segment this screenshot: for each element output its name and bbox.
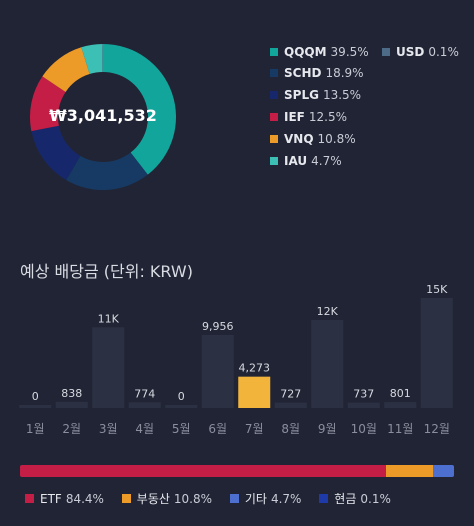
allocation-stacked-bar [20,465,454,477]
month-label: 2월 [62,422,81,436]
legend-pct: 12.5% [308,110,347,124]
legend-swatch [319,494,329,503]
bar-value-label: 4,273 [239,362,271,375]
legend-name: VNQ [284,132,314,146]
legend-name: 현금 [334,492,357,506]
monthly-dividend-chart: 0 1월 838 2월 11K 3월 774 4월 0 5월 9,956 6월 4,273 7월 727 8월… [19,283,453,436]
bar-value-label: 0 [32,390,39,403]
holdings-donut-chart [29,44,176,190]
month-label: 4월 [135,422,154,436]
bar-value-label: 11K [98,312,120,325]
dividend-section-title: 예상 배당금 (단위: KRW) [20,262,193,281]
legend-swatch [121,494,131,503]
legend-name: ETF [40,492,62,506]
legend-name: SPLG [284,88,319,102]
bar-value-label: 0 [178,390,185,403]
month-label: 3월 [99,422,118,436]
legend-name: 기타 [244,492,267,506]
legend-pct: 13.5% [322,88,362,102]
allocation-legend-real-estate: 부동산 10.8% [121,490,213,507]
legend-item-qqqm: QQQM 39.5% [270,44,369,60]
legend-swatch [229,494,239,503]
month-label: 7월 [245,422,264,436]
legend-name: USD [396,45,425,59]
legend-swatch [382,47,390,56]
legend-item-ief: IEF 12.5% [270,109,347,125]
legend-pct: 0.1% [428,45,459,59]
bar-value-label: 774 [134,387,155,400]
bar-2월[interactable] [55,401,88,408]
legend-name: IEF [284,110,305,124]
legend-pct: 39.5% [330,45,369,59]
legend-name: QQQM [284,45,327,59]
bar-value-label: 15K [426,283,448,296]
legend-item-iau: IAU 4.7% [270,153,342,169]
month-label: 6월 [208,422,227,436]
bar-value-label: 727 [280,388,301,401]
month-label: 9월 [318,422,337,436]
bar-9월[interactable] [311,320,344,408]
donut-slice-vnq [42,47,90,92]
legend-swatch [270,112,278,121]
donut-slice-qqqm [103,44,176,175]
legend-swatch [270,134,278,143]
month-label: 8월 [281,422,300,436]
legend-item-vnq: VNQ 10.8% [270,131,356,147]
bar-value-label: 801 [390,387,411,400]
bar-value-label: 9,956 [202,320,234,333]
legend-pct: 10.8% [173,492,213,506]
bar-8월[interactable] [274,402,307,408]
legend-pct: 10.8% [317,132,356,146]
legend-pct: 4.7% [311,154,342,168]
bar-5월[interactable] [165,405,198,408]
bar-11월[interactable] [384,402,417,408]
legend-swatch [270,90,278,99]
month-label: 12월 [424,422,450,436]
legend-swatch [270,47,278,56]
allocation-segment-real-estate [386,465,434,477]
legend-item-splg: SPLG 13.5% [270,87,361,103]
bar-value-label: 838 [61,387,82,400]
legend-name: SCHD [284,66,322,80]
donut-slice-ief [29,76,66,132]
bar-10월[interactable] [347,402,380,408]
bar-1월[interactable] [19,405,52,408]
legend-pct: 84.4% [65,492,104,506]
month-label: 1월 [26,422,45,436]
month-label: 11월 [387,422,413,436]
donut-slice-iau [81,44,103,75]
allocation-segment-etf [20,465,387,477]
allocation-legend-cash: 현금 0.1% [319,490,391,507]
portfolio-total: ₩3,041,532 [49,106,157,125]
month-label: 10월 [351,422,377,436]
bar-6월[interactable] [201,334,234,408]
donut-slice-schd [66,152,148,190]
legend-name: 부동산 [136,492,170,506]
month-label: 5월 [172,422,191,436]
allocation-segment-other [433,465,454,477]
bar-3월[interactable] [92,327,125,408]
donut-slice-splg [31,125,81,181]
bar-value-label: 12K [317,305,339,318]
legend-item-schd: SCHD 18.9% [270,65,364,81]
legend-item-usd: USD 0.1% [382,44,459,60]
legend-name: IAU [284,154,308,168]
legend-pct: 0.1% [360,492,391,506]
allocation-legend-etf: ETF 84.4% [25,492,104,506]
bar-12월[interactable] [420,298,453,408]
bar-value-label: 737 [353,388,374,401]
legend-pct: 4.7% [270,492,302,506]
allocation-legend: ETF 84.4% 부동산 10.8% 기타 4.7% 현금 0.1% [25,490,405,507]
bar-4월[interactable] [128,402,161,408]
legend-swatch [270,68,278,77]
bar-7월[interactable] [238,376,271,408]
allocation-legend-other: 기타 4.7% [229,490,302,507]
legend-swatch [270,156,278,165]
legend-swatch [25,494,34,503]
legend-pct: 18.9% [325,66,364,80]
